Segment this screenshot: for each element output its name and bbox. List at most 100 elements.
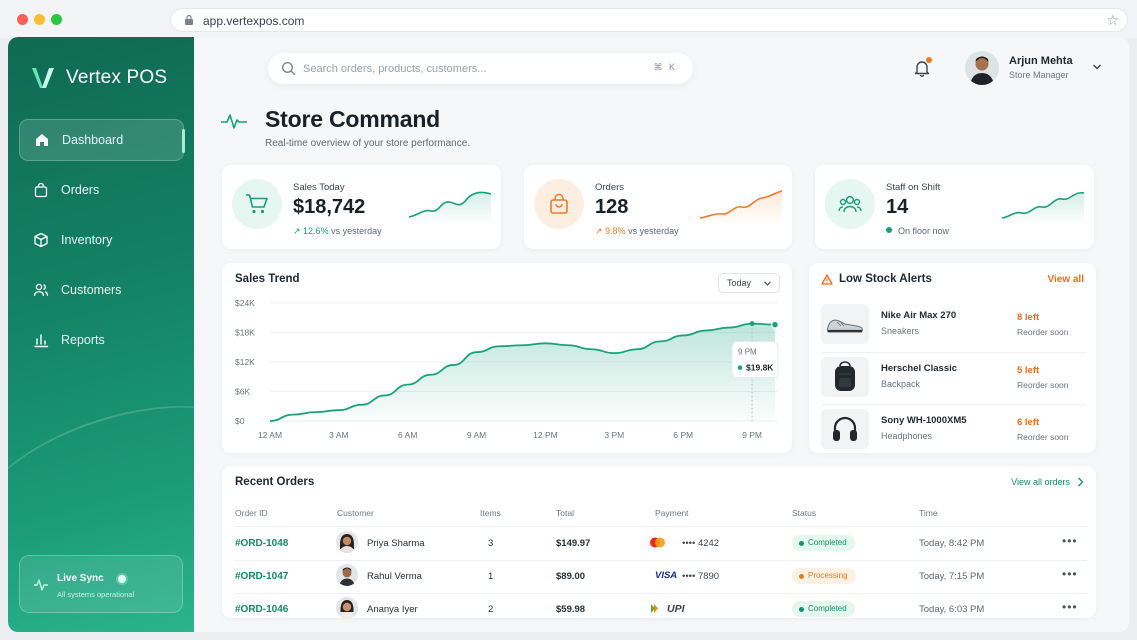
address-bar[interactable]: app.vertexpos.com ☆ [170,8,1128,32]
live-sync-panel: Live Sync All systems operational [19,555,183,613]
low-stock-card: Low Stock Alerts View all Nike Air Max 2… [809,263,1096,453]
column-header: Time [919,508,938,518]
order-time: Today, 8:42 PM [919,538,985,549]
reorder-note: Reorder soon [1017,380,1069,390]
order-id-link[interactable]: #ORD-1046 [235,604,289,615]
app-window: Vertex POS Dashboard Orders Inventory Cu… [8,37,1129,632]
live-sync-subtitle: All systems operational [57,590,135,599]
stock-left: 6 left [1017,417,1040,428]
more-options-icon[interactable]: ••• [1062,567,1078,581]
low-stock-item[interactable]: Nike Air Max 270 Sneakers 8 left Reorder… [821,304,1085,350]
section-title: Recent Orders [235,476,315,488]
pulse-icon [34,579,48,591]
section-title: Low Stock Alerts [839,273,932,285]
tooltip-dot [737,365,743,370]
brand: Vertex POS [30,65,167,91]
sidebar-item-inventory[interactable]: Inventory [19,219,184,261]
search-input[interactable] [303,58,633,79]
sidebar: Vertex POS Dashboard Orders Inventory Cu… [8,37,194,632]
stock-left: 5 left [1017,365,1040,376]
cart-icon [246,194,268,214]
maximize-window-button[interactable] [51,14,62,25]
stat-value: $18,742 [293,196,366,218]
user-name[interactable]: Arjun Mehta [1009,55,1073,67]
x-tick-label: 9 AM [467,430,486,440]
view-all-link[interactable]: View all [1047,274,1084,285]
order-id-link[interactable]: #ORD-1047 [235,571,289,582]
more-options-icon[interactable]: ••• [1062,600,1078,614]
product-category: Sneakers [881,326,920,336]
close-window-button[interactable] [17,14,28,25]
users-icon [838,195,862,213]
brand-name: Vertex POS [66,67,168,88]
order-total: $89.00 [556,571,586,582]
stat-card-staff: Staff on Shift 14 On floor now [815,165,1094,249]
sparkline [409,191,491,225]
warning-icon [821,274,833,285]
table-row[interactable]: #ORD-1047 Rahul Verma 1 $89.00 VISA ••••… [222,561,1098,593]
range-dropdown[interactable]: Today [718,273,780,293]
table-row[interactable]: #ORD-1046 Ananya Iyer 2 $59.98 UPI Compl… [222,594,1098,626]
sidebar-item-reports[interactable]: Reports [19,319,184,361]
order-total: $59.98 [556,604,586,615]
status-badge: Completed [792,535,855,551]
order-id-link[interactable]: #ORD-1048 [235,538,289,549]
chevron-right-icon[interactable] [1077,477,1084,487]
staff-status: On floor now [886,226,949,236]
bookmark-star-icon[interactable]: ☆ [1106,12,1119,28]
upi-icon [651,604,658,613]
minimize-window-button[interactable] [34,14,45,25]
x-tick-label: 3 AM [329,430,348,440]
product-category: Backpack [881,379,921,389]
data-point [749,321,755,327]
x-tick-label: 3 PM [604,430,624,440]
stat-value: 128 [595,196,629,218]
sidebar-item-customers[interactable]: Customers [19,269,184,311]
customer-name: Ananya Iyer [367,604,418,615]
y-tick-label: $6K [235,387,250,397]
sidebar-item-orders[interactable]: Orders [19,169,184,211]
chevron-down-icon[interactable] [1092,63,1102,71]
avatar[interactable] [965,51,999,85]
product-name: Herschel Classic [881,363,958,374]
divider [821,352,1085,353]
range-value: Today [727,278,752,288]
more-options-icon[interactable]: ••• [1062,534,1078,548]
box-icon [34,232,48,248]
view-all-orders-link[interactable]: View all orders [1011,477,1070,487]
stat-delta-text: vs yesterday [331,226,382,236]
upi-label: UPI [667,603,685,615]
column-header: Payment [655,508,689,518]
column-header: Total [556,508,574,518]
low-stock-item[interactable]: Sony WH-1000XM5 Headphones 6 left Reorde… [821,409,1085,455]
stat-label: Sales Today [293,182,345,193]
product-name: Sony WH-1000XM5 [881,415,967,426]
stat-label: Orders [595,182,625,193]
customer-name: Priya Sharma [367,538,425,549]
sales-trend-card: Sales Trend Today $0 $6K $12K $18K $24K 12 AM… [222,263,792,453]
users-icon [33,283,49,297]
sales-area [270,323,775,421]
bell-icon[interactable] [913,59,931,77]
stat-label: Staff on Shift [886,182,941,193]
product-category: Headphones [881,431,933,441]
stat-icon-wrap [232,179,282,229]
shopping-bag-icon [34,182,48,198]
x-tick-label: 9 PM [742,430,762,440]
customer-avatar-icon [336,531,358,553]
sidebar-item-dashboard[interactable]: Dashboard [19,119,185,161]
product-thumbnail [821,304,869,344]
x-tick-label: 6 AM [398,430,417,440]
low-stock-item[interactable]: Herschel Classic Backpack 5 left Reorder… [821,357,1085,403]
table-row[interactable]: #ORD-1048 Priya Sharma 3 $149.97 •••• 42… [222,528,1098,560]
url-text: app.vertexpos.com [203,14,305,28]
stat-delta-pct: 9.8% [605,226,626,236]
stat-delta: ↗ 12.6% vs yesterday [293,226,382,237]
y-tick-label: $18K [235,328,255,338]
stat-icon-wrap [534,179,584,229]
browser-chrome: app.vertexpos.com ☆ [0,0,1137,38]
column-header: Items [480,508,501,518]
sidebar-item-label: Inventory [61,233,113,247]
items-count: 2 [488,604,494,615]
stat-card-sales: Sales Today $18,742 ↗ 12.6% vs yesterday [222,165,501,249]
